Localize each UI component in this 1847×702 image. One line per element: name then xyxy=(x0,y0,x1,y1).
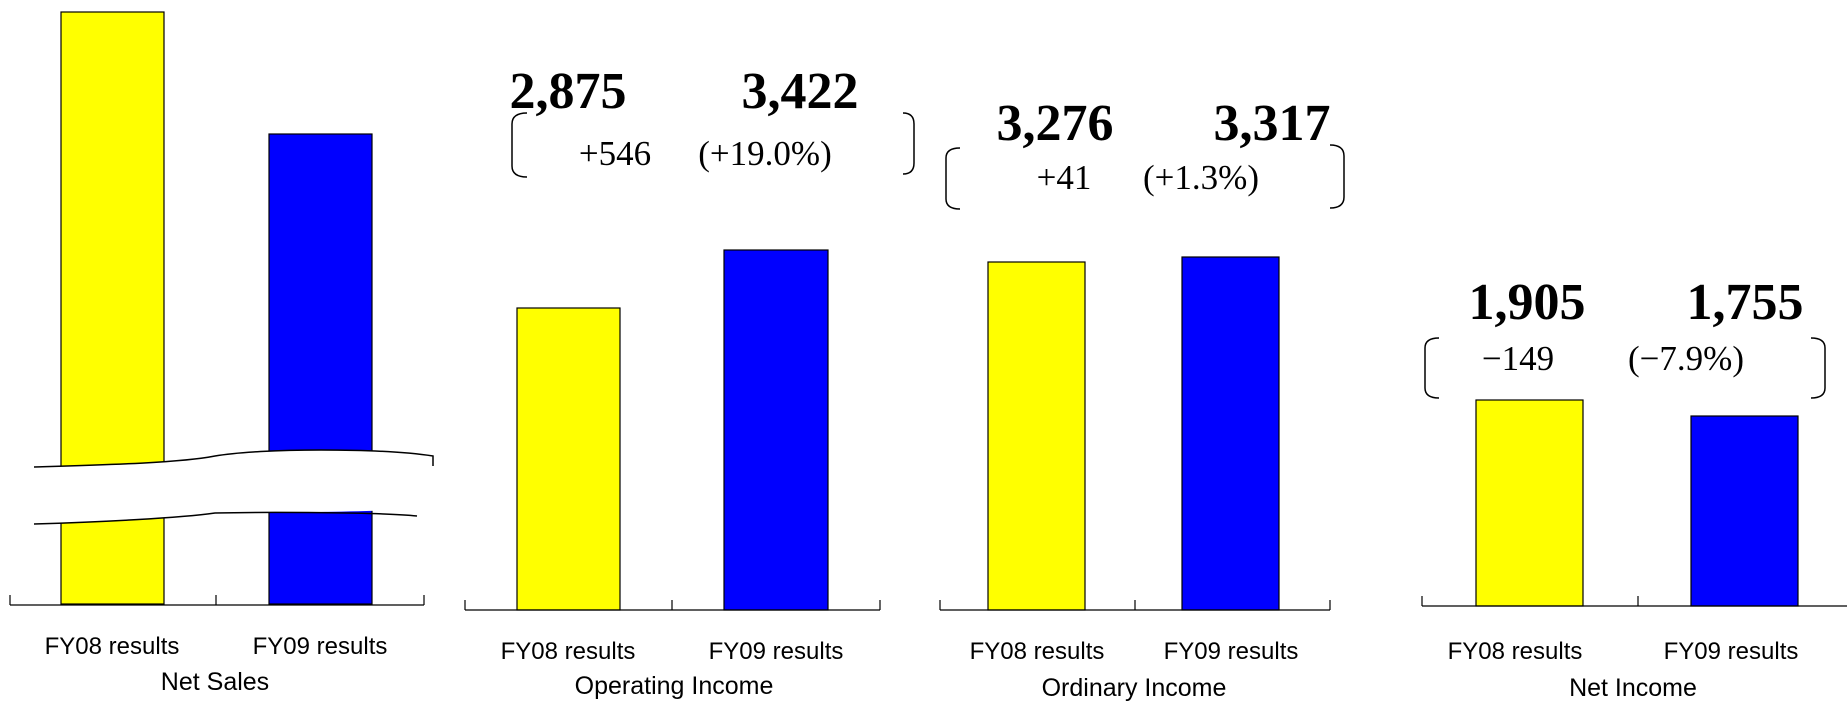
axis-break-line-upper xyxy=(33,449,434,468)
bar-ordinary-income-fy08 xyxy=(987,261,1086,611)
x-axis xyxy=(464,600,881,611)
bar-net-income-fy08 xyxy=(1475,399,1584,607)
change-pct-label: (+1.3%) xyxy=(1143,158,1259,197)
axis-break-line-lower xyxy=(33,511,418,525)
bracket-left xyxy=(945,147,961,210)
bar-operating-income-fy09 xyxy=(723,249,829,611)
x-axis xyxy=(9,595,425,606)
bar-net-sales-fy09 xyxy=(268,133,373,605)
bracket-right xyxy=(1329,144,1345,209)
bracket-left xyxy=(1424,337,1440,399)
chart-title: Operating Income xyxy=(575,672,774,700)
x-axis xyxy=(939,600,1331,611)
chart-title: Net Sales xyxy=(161,668,269,696)
tick-label: FY08 results xyxy=(45,633,180,660)
bar-net-income-fy09 xyxy=(1690,415,1799,607)
panel-operating-income: 2,875 3,422 +546 (+19.0%) FY08 results F… xyxy=(464,63,915,700)
value-label-fy09: 3,317 xyxy=(1214,95,1331,152)
change-pct-label: (+19.0%) xyxy=(698,134,831,173)
value-label-fy08: 1,905 xyxy=(1469,274,1586,331)
change-label: +546 xyxy=(579,134,651,173)
tick-label: FY08 results xyxy=(501,638,636,665)
value-label-fy08: 3,276 xyxy=(997,95,1114,152)
bar-operating-income-fy08 xyxy=(516,307,621,611)
bracket-left xyxy=(511,112,528,178)
tick-label: FY08 results xyxy=(970,638,1105,665)
tick-label: FY09 results xyxy=(1664,638,1799,665)
tick-label: FY09 results xyxy=(709,638,844,665)
change-pct-label: (−7.9%) xyxy=(1628,339,1744,378)
bar-ordinary-income-fy09 xyxy=(1181,256,1280,611)
tick-label: FY09 results xyxy=(1164,638,1299,665)
x-axis xyxy=(1421,596,1847,607)
panel-ordinary-income: 3,276 3,317 +41 (+1.3%) FY08 results FY0… xyxy=(939,95,1345,702)
tick-label: FY09 results xyxy=(253,633,388,660)
chart-title: Net Income xyxy=(1569,674,1697,702)
tick-label: FY08 results xyxy=(1448,638,1583,665)
value-label-fy09: 1,755 xyxy=(1687,274,1804,331)
bracket-right xyxy=(1810,337,1826,399)
axis-break-mask xyxy=(34,450,433,524)
panel-net-sales: FY08 results FY09 results Net Sales xyxy=(9,11,434,696)
value-label-fy08: 2,875 xyxy=(510,63,627,120)
change-label: −149 xyxy=(1482,339,1554,378)
value-label-fy09: 3,422 xyxy=(742,63,859,120)
chart-title: Ordinary Income xyxy=(1042,674,1227,702)
bracket-right xyxy=(902,112,915,175)
panel-net-income: 1,905 1,755 −149 (−7.9%) FY08 results FY… xyxy=(1421,274,1847,702)
change-label: +41 xyxy=(1037,158,1092,197)
